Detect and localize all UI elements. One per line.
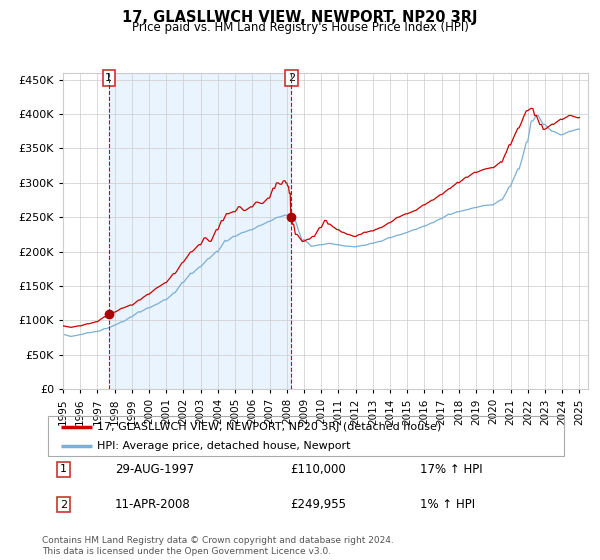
Text: 2: 2 xyxy=(60,500,67,510)
Text: £249,955: £249,955 xyxy=(290,498,347,511)
Text: HPI: Average price, detached house, Newport: HPI: Average price, detached house, Newp… xyxy=(97,441,350,450)
Bar xyxy=(109,73,292,389)
Text: 11-APR-2008: 11-APR-2008 xyxy=(115,498,191,511)
Text: 17% ↑ HPI: 17% ↑ HPI xyxy=(419,463,482,476)
Text: Price paid vs. HM Land Registry's House Price Index (HPI): Price paid vs. HM Land Registry's House … xyxy=(131,21,469,34)
Text: 1: 1 xyxy=(60,464,67,474)
Text: Contains HM Land Registry data © Crown copyright and database right 2024.
This d: Contains HM Land Registry data © Crown c… xyxy=(42,536,394,556)
Text: 17, GLASLLWCH VIEW, NEWPORT, NP20 3RJ: 17, GLASLLWCH VIEW, NEWPORT, NP20 3RJ xyxy=(122,10,478,25)
Text: 17, GLASLLWCH VIEW, NEWPORT, NP20 3RJ (detached house): 17, GLASLLWCH VIEW, NEWPORT, NP20 3RJ (d… xyxy=(97,422,441,432)
Text: 1% ↑ HPI: 1% ↑ HPI xyxy=(419,498,475,511)
Text: 1: 1 xyxy=(105,73,112,83)
Text: £110,000: £110,000 xyxy=(290,463,346,476)
Text: 29-AUG-1997: 29-AUG-1997 xyxy=(115,463,194,476)
Text: 2: 2 xyxy=(288,73,295,83)
